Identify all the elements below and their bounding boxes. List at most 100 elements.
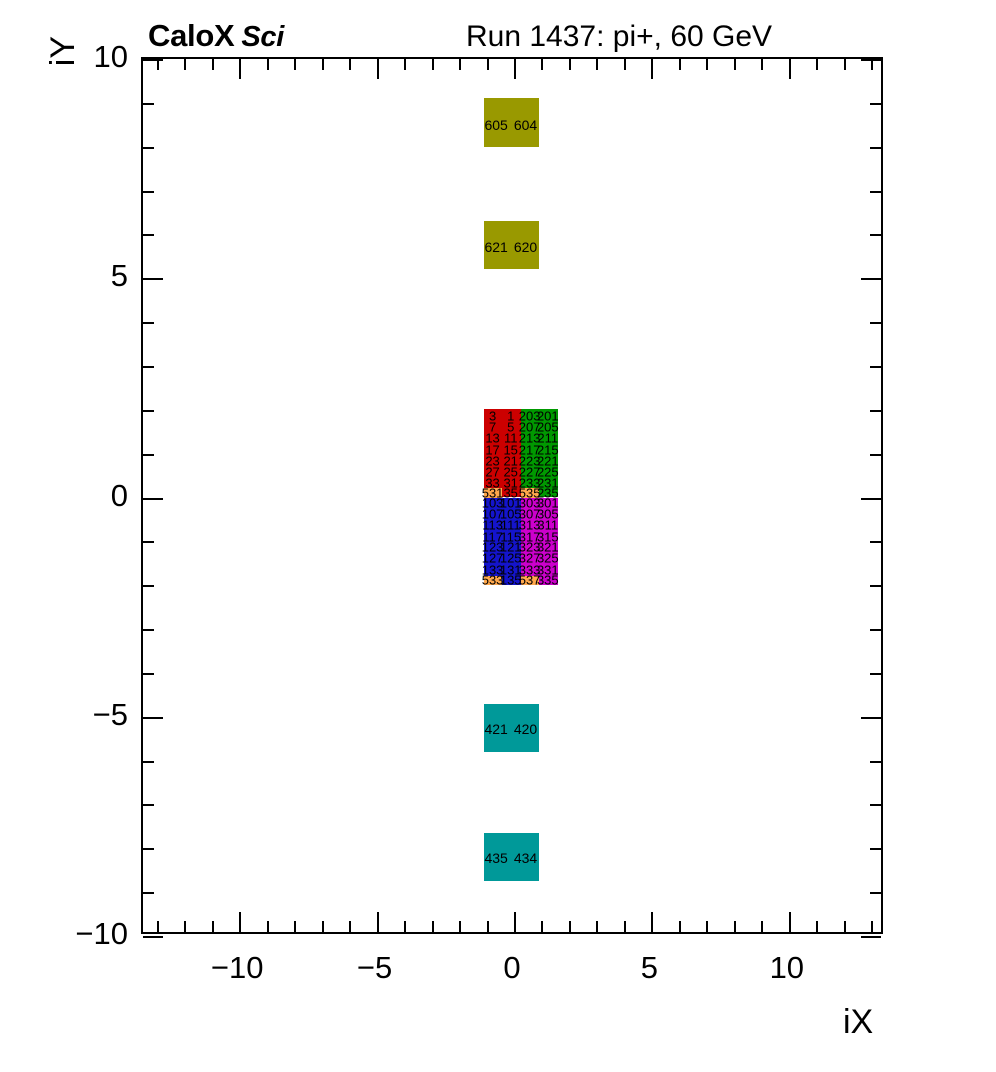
axis-tick [143,322,154,325]
axis-tick [143,146,154,149]
channel-label-27: 27 [485,464,500,480]
axis-tick [211,921,214,932]
axis-tick [651,912,654,932]
axis-tick [568,921,571,932]
quadrant-red[interactable] [483,408,521,498]
module-421-420[interactable] [483,703,539,752]
axis-tick [568,59,571,70]
module-621-620[interactable] [483,221,539,270]
axis-tick [143,672,154,675]
channel-label-233: 233 [518,475,541,491]
axis-tick [143,585,154,588]
y-axis-title: iY [44,36,82,67]
axis-tick [678,59,681,70]
axis-tick [870,892,881,895]
channel-label-531: 531 [481,485,504,501]
axis-tick [143,102,154,105]
axis-tick [431,921,434,932]
plot-area: 605 604 621 620 421 420 435 434 3 1 203 201 7 5 207 205… [143,59,881,932]
channel-label-533: 533 [481,572,504,588]
channel-label-307: 307 [518,506,541,522]
x-tick-label: 10 [769,950,805,985]
experiment-label: CaloX Sci [148,18,284,54]
x-tick-label: 5 [640,950,659,985]
axis-tick [861,59,881,61]
axis-tick [861,497,881,500]
channel-label-201: 201 [536,408,559,424]
axis-tick [623,921,626,932]
axis-tick [596,59,599,70]
axis-tick [143,497,163,500]
quadrant-green[interactable] [520,408,558,498]
axis-tick [486,59,489,70]
channel-label-23: 23 [485,453,500,469]
cell-533-bg[interactable] [483,575,502,586]
module-605-604[interactable] [483,98,539,147]
axis-tick [404,59,407,70]
axis-tick [143,59,163,61]
axis-tick [596,921,599,932]
channel-label-11: 11 [503,430,518,446]
axis-tick [459,59,462,70]
channel-label-620: 620 [513,238,538,255]
axis-tick [143,278,163,281]
channel-label-333: 333 [518,562,541,578]
channel-label-15: 15 [503,442,518,458]
axis-tick [788,912,791,932]
channel-label-313: 313 [518,517,541,533]
axis-tick [294,921,297,932]
axis-tick [870,365,881,368]
channel-label-3: 3 [488,408,497,424]
channel-label-203: 203 [518,408,541,424]
axis-tick [143,848,154,851]
quadrant-blue[interactable] [483,497,521,586]
axis-tick [143,365,154,368]
channel-label-315: 315 [536,529,559,545]
axis-tick [788,59,791,79]
channel-label-105: 105 [499,506,522,522]
channel-label-211: 211 [537,430,559,446]
quadrant-magenta[interactable] [520,497,558,586]
cell-537-bg[interactable] [520,575,540,586]
axis-tick [843,59,846,70]
axis-tick [376,59,379,79]
channel-label-25: 25 [503,464,518,480]
module-435-434[interactable] [483,832,539,882]
axis-tick [184,59,187,70]
channel-label-205: 205 [536,419,559,435]
y-tick-label: −5 [92,696,128,732]
channel-label-127: 127 [481,550,504,566]
axis-tick [816,59,819,70]
cell-531-bg[interactable] [483,488,502,498]
channel-label-117: 117 [482,529,503,545]
cell-535-bg[interactable] [520,488,540,498]
channel-label-235: 235 [536,485,559,501]
axis-tick [623,59,626,70]
axis-tick [239,912,242,932]
experiment-name: CaloX [148,18,235,53]
axis-tick [266,59,269,70]
channel-label-420: 420 [513,721,538,738]
axis-tick [761,921,764,932]
channel-label-537: 537 [518,572,541,588]
channel-label-335: 335 [536,572,559,588]
axis-tick [870,234,881,237]
channel-label-123: 123 [481,539,504,555]
run-title: Run 1437: pi+, 60 GeV [466,20,773,53]
axis-tick [349,59,352,70]
axis-tick [733,921,736,932]
channel-label-303: 303 [518,495,541,511]
channel-label-207: 207 [518,419,541,435]
axis-tick [870,409,881,412]
axis-tick [843,921,846,932]
axis-tick [143,716,163,719]
channel-label-331: 331 [536,562,559,578]
axis-tick [651,59,654,79]
channel-label-604: 604 [513,116,538,133]
channel-label-113: 113 [482,517,503,533]
channel-label-7: 7 [488,419,497,435]
axis-tick [870,672,881,675]
axis-tick [870,760,881,763]
axis-tick [156,921,159,932]
axis-tick [733,59,736,70]
